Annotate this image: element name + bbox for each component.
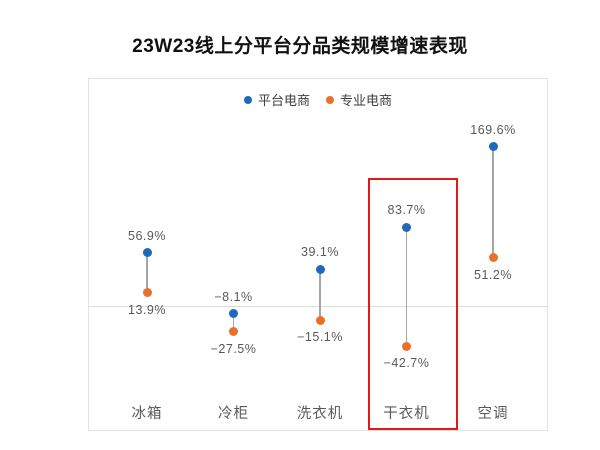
connector-line-1 <box>232 313 235 332</box>
value-label-s0-c2: 39.1% <box>301 245 339 260</box>
connector-line-3 <box>405 227 408 347</box>
data-point-s0-c2 <box>315 264 325 274</box>
connector-line-0 <box>146 252 148 293</box>
category-label-2: 洗衣机 <box>296 406 344 422</box>
value-label-s0-c4: 169.6% <box>470 122 516 137</box>
value-label-s1-c1: −27.5% <box>210 341 257 356</box>
value-label-s0-c0: 56.9% <box>128 228 166 243</box>
value-label-s1-c0: 13.9% <box>128 302 166 317</box>
zero-gridline <box>88 306 548 307</box>
data-point-s0-c1 <box>229 309 238 319</box>
legend-marker-platform-icon <box>243 95 252 104</box>
plot-area-border <box>88 78 548 431</box>
value-label-s0-c3: 83.7% <box>387 203 426 218</box>
category-label-1: 冷柜 <box>218 406 249 422</box>
value-label-s0-c1: −8.1% <box>214 289 253 304</box>
connector-line-4 <box>492 146 494 258</box>
data-point-s1-c0 <box>142 288 152 298</box>
legend: 平台电商 专业电商 <box>88 90 548 109</box>
value-label-s1-c4: 51.2% <box>474 267 512 282</box>
data-point-s1-c3 <box>402 341 411 351</box>
value-label-s1-c3: −42.7% <box>383 356 430 371</box>
value-label-s1-c2: −15.1% <box>297 330 343 345</box>
data-point-s0-c0 <box>142 248 152 257</box>
data-point-s1-c2 <box>315 315 325 325</box>
legend-item-specialty: 专业电商 <box>326 90 392 109</box>
connector-line-2 <box>319 269 321 321</box>
legend-label-platform: 平台电商 <box>257 93 310 108</box>
legend-item-platform: 平台电商 <box>243 90 310 109</box>
highlight-box <box>368 178 458 430</box>
category-label-0: 冰箱 <box>131 406 163 422</box>
legend-marker-specialty-icon <box>326 95 334 104</box>
data-point-s1-c4 <box>488 253 498 263</box>
legend-label-specialty: 专业电商 <box>340 93 393 108</box>
category-label-3: 干衣机 <box>383 406 430 422</box>
data-point-s0-c4 <box>488 142 498 152</box>
data-point-s0-c3 <box>402 222 411 232</box>
data-point-s1-c1 <box>229 327 238 337</box>
chart-title: 23W23线上分平台分品类规模增速表现 <box>132 36 468 57</box>
category-label-4: 空调 <box>477 406 509 422</box>
